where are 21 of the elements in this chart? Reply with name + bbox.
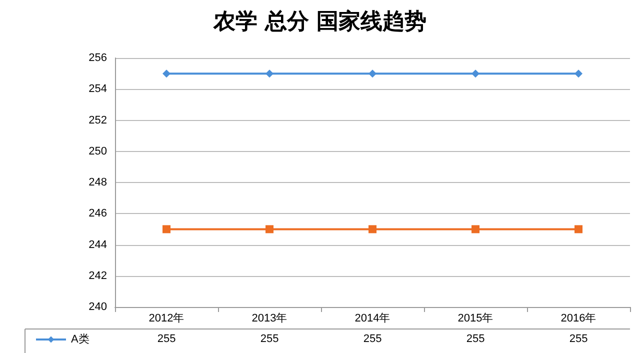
y-tick-label: 254 xyxy=(88,83,107,96)
data-label: 255 xyxy=(363,333,382,345)
y-tick-label: 240 xyxy=(88,301,107,313)
data-label: 255 xyxy=(569,333,588,345)
chart-title: 农学 总分 国家线趋势 xyxy=(212,8,427,34)
x-tick-label: 2012年 xyxy=(148,312,184,324)
x-tick-label: 2016年 xyxy=(560,312,596,324)
x-tick-label: 2014年 xyxy=(354,312,390,324)
x-tick-label: 2015年 xyxy=(458,312,494,324)
y-tick-label: 246 xyxy=(88,208,107,220)
y-tick-label: 256 xyxy=(88,52,107,64)
data-label: 255 xyxy=(157,333,176,345)
data-label: 255 xyxy=(466,333,485,345)
y-tick-label: 250 xyxy=(88,145,107,158)
y-tick-label: 248 xyxy=(88,176,107,188)
y-tick-label: 242 xyxy=(88,270,107,282)
x-tick-label: 2013年 xyxy=(252,312,288,324)
data-label: 255 xyxy=(260,333,279,345)
y-tick-label: 252 xyxy=(88,114,107,126)
legend-label: A类 xyxy=(71,332,90,346)
y-tick-label: 244 xyxy=(88,238,107,251)
